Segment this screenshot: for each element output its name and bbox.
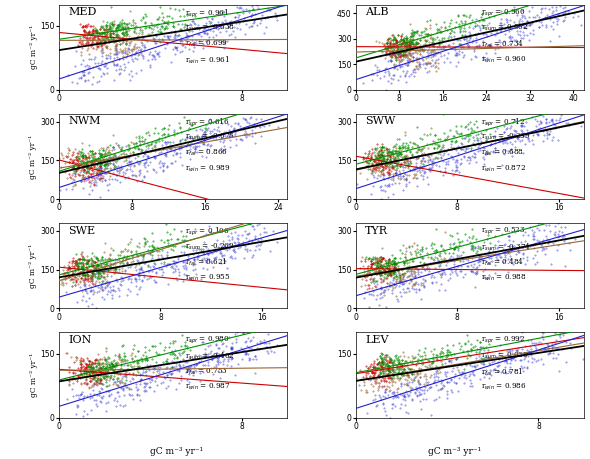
Text: r$_{sum}$ = -0.075: r$_{sum}$ = -0.075 bbox=[185, 132, 234, 142]
Text: r$_{win}$ = 0.955: r$_{win}$ = 0.955 bbox=[185, 273, 230, 283]
Text: r$_{spr}$ = 0.106: r$_{spr}$ = 0.106 bbox=[185, 226, 230, 238]
Text: MED: MED bbox=[68, 7, 97, 17]
Text: r$_{sum}$ = -0.239: r$_{sum}$ = -0.239 bbox=[481, 132, 531, 142]
Text: r$_{spr}$ = 0.980: r$_{spr}$ = 0.980 bbox=[185, 335, 230, 347]
Text: r$_{fal}$ = 0.699: r$_{fal}$ = 0.699 bbox=[185, 39, 228, 49]
Text: r$_{spr}$ = 0.712: r$_{spr}$ = 0.712 bbox=[481, 117, 526, 129]
Text: r$_{spr}$ = 0.616: r$_{spr}$ = 0.616 bbox=[185, 117, 230, 129]
Text: r$_{win}$ = 0.988: r$_{win}$ = 0.988 bbox=[481, 273, 527, 283]
Text: gC m⁻³ yr⁻¹: gC m⁻³ yr⁻¹ bbox=[150, 448, 204, 456]
Text: SWE: SWE bbox=[68, 226, 95, 235]
Y-axis label: gC m⁻² yr⁻¹: gC m⁻² yr⁻¹ bbox=[30, 25, 38, 69]
Text: r$_{sum}$ = 0.562: r$_{sum}$ = 0.562 bbox=[481, 23, 529, 33]
Text: r$_{spr}$ = 0.960: r$_{spr}$ = 0.960 bbox=[481, 7, 526, 19]
Text: ION: ION bbox=[68, 335, 91, 345]
Text: r$_{sum}$ = -0.538: r$_{sum}$ = -0.538 bbox=[185, 23, 234, 33]
Text: r$_{win}$ = 0.960: r$_{win}$ = 0.960 bbox=[481, 55, 527, 65]
Text: r$_{sum}$ = 0.025: r$_{sum}$ = 0.025 bbox=[481, 351, 529, 361]
Text: r$_{fal}$ = 0.734: r$_{fal}$ = 0.734 bbox=[481, 39, 525, 50]
Text: r$_{fal}$ = 0.866: r$_{fal}$ = 0.866 bbox=[185, 148, 227, 158]
Text: gC m⁻³ yr⁻¹: gC m⁻³ yr⁻¹ bbox=[428, 448, 481, 456]
Text: r$_{sum}$ = -0.462: r$_{sum}$ = -0.462 bbox=[185, 351, 234, 362]
Text: r$_{spr}$ = 0.961: r$_{spr}$ = 0.961 bbox=[185, 7, 229, 20]
Text: r$_{win}$ = 0.987: r$_{win}$ = 0.987 bbox=[185, 382, 230, 392]
Text: r$_{fal}$ = 0.781: r$_{fal}$ = 0.781 bbox=[481, 366, 524, 378]
Text: r$_{win}$ = 0.961: r$_{win}$ = 0.961 bbox=[185, 55, 230, 66]
Text: r$_{win}$ = 0.989: r$_{win}$ = 0.989 bbox=[185, 164, 230, 174]
Text: r$_{fal}$ = 0.753: r$_{fal}$ = 0.753 bbox=[185, 366, 227, 377]
Text: r$_{fal}$ = 0.688: r$_{fal}$ = 0.688 bbox=[481, 148, 525, 158]
Text: r$_{spr}$ = 0.992: r$_{spr}$ = 0.992 bbox=[481, 335, 526, 347]
Y-axis label: gC m⁻² yr⁻¹: gC m⁻² yr⁻¹ bbox=[30, 244, 37, 288]
Text: r$_{sum}$ = -0.374: r$_{sum}$ = -0.374 bbox=[481, 241, 532, 252]
Text: TYR: TYR bbox=[365, 226, 388, 235]
Text: ALB: ALB bbox=[365, 7, 388, 17]
Text: r$_{sum}$ = -0.269: r$_{sum}$ = -0.269 bbox=[185, 241, 234, 252]
Text: SWW: SWW bbox=[365, 117, 395, 126]
Text: LEV: LEV bbox=[365, 335, 388, 345]
Text: r$_{fal}$ = 0.621: r$_{fal}$ = 0.621 bbox=[185, 257, 227, 269]
Text: r$_{fal}$ = 0.484: r$_{fal}$ = 0.484 bbox=[481, 257, 525, 269]
Y-axis label: gC m⁻² yr⁻¹: gC m⁻² yr⁻¹ bbox=[30, 353, 38, 397]
Text: NWM: NWM bbox=[68, 117, 101, 126]
Y-axis label: gC m⁻² yr⁻¹: gC m⁻² yr⁻¹ bbox=[30, 134, 37, 179]
Text: r$_{win}$ = 0.872: r$_{win}$ = 0.872 bbox=[481, 164, 526, 174]
Text: r$_{spr}$ = 0.523: r$_{spr}$ = 0.523 bbox=[481, 226, 526, 237]
Text: r$_{win}$ = 0.986: r$_{win}$ = 0.986 bbox=[481, 382, 527, 392]
